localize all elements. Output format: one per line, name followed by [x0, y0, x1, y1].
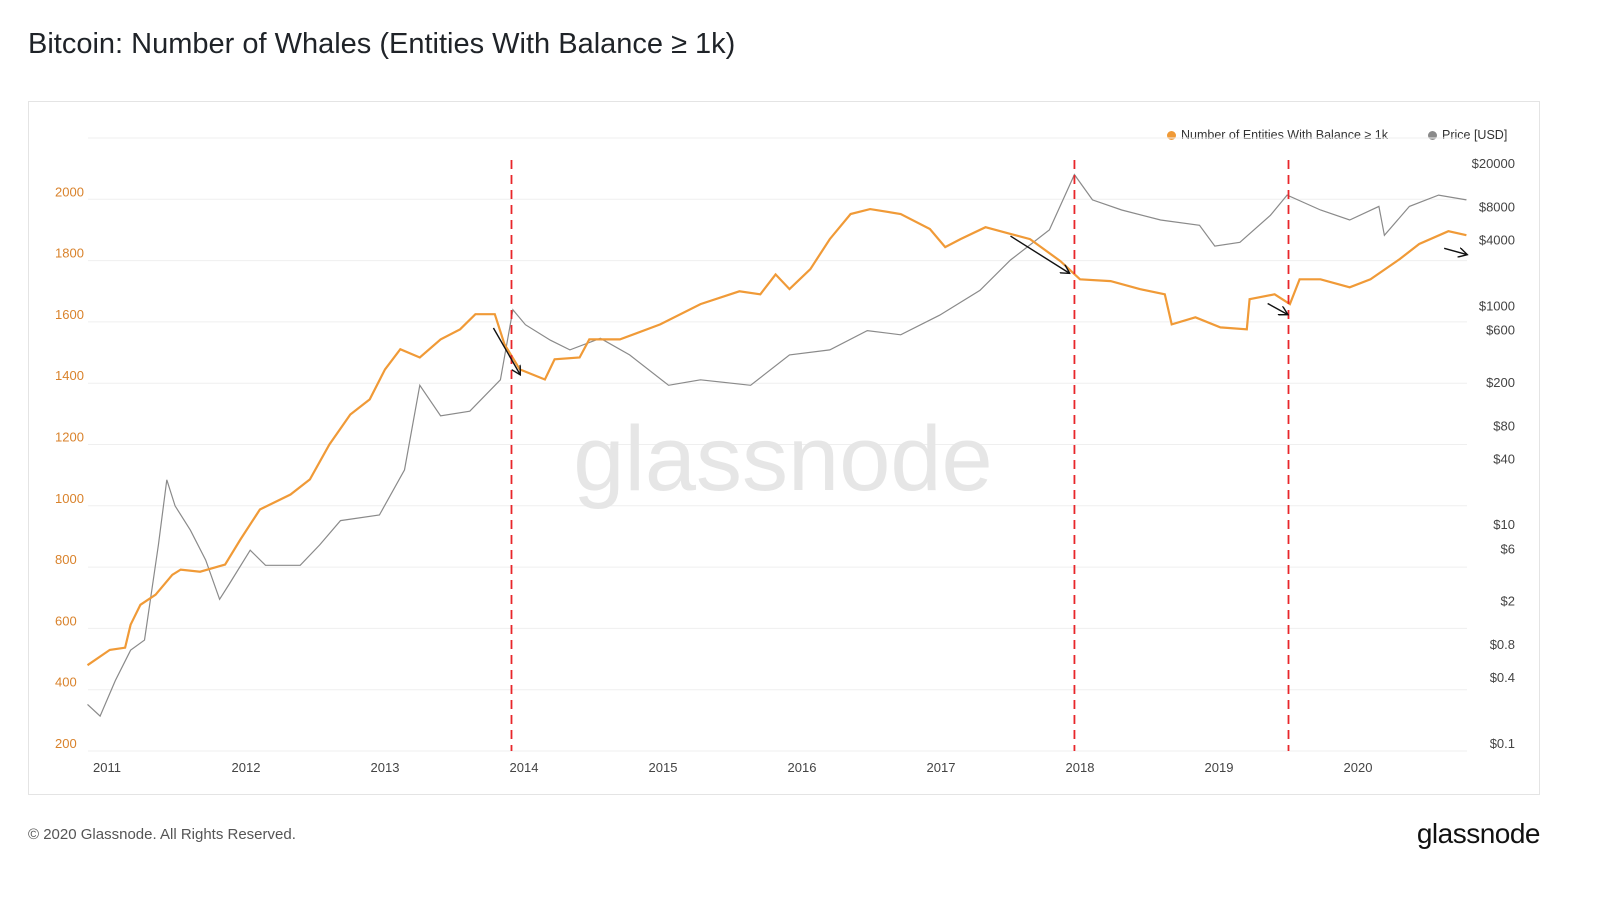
left-axis-tick-label: 1600 — [55, 307, 84, 322]
right-axis-tick-label: $10 — [1493, 517, 1515, 532]
left-axis-tick-label: 800 — [55, 552, 77, 567]
right-axis-tick-label: $2 — [1501, 594, 1515, 609]
annotation-arrow — [1443, 248, 1466, 254]
x-axis-tick-label: 2014 — [510, 760, 539, 775]
x-axis-tick-label: 2019 — [1205, 760, 1234, 775]
left-axis-tick-label: 1200 — [55, 430, 84, 445]
footer-logo: glassnode — [1416, 818, 1541, 849]
left-axis-tick-label: 1000 — [55, 491, 84, 506]
annotation-arrow — [1010, 235, 1069, 273]
right-axis-tick-label: $200 — [1486, 375, 1515, 390]
right-axis-tick-label: $6 — [1501, 541, 1515, 556]
legend-price-dot-icon — [1428, 130, 1437, 140]
x-axis-tick-label: 2012 — [232, 760, 261, 775]
left-axis-tick-label: 200 — [55, 736, 77, 751]
left-axis-tick-label: 1400 — [55, 368, 84, 383]
right-axis-tick-label: $4000 — [1479, 232, 1515, 247]
x-axis-tick-label: 2015 — [649, 760, 678, 775]
left-axis-tick-label: 600 — [55, 613, 77, 628]
x-axis-tick-label: 2011 — [93, 760, 121, 775]
footer-copyright: © 2020 Glassnode. All Rights Reserved. — [28, 826, 296, 843]
right-axis-tick-label: $8000 — [1479, 200, 1515, 215]
x-axis-tick-label: 2020 — [1344, 760, 1373, 775]
right-axis-tick-label: $0.8 — [1490, 637, 1515, 652]
chart-frame — [28, 101, 1540, 795]
left-axis-tick-label: 1800 — [55, 246, 84, 261]
right-axis-tick-label: $0.1 — [1490, 736, 1515, 751]
series-line-price — [87, 173, 1467, 718]
right-axis-tick-label: $40 — [1493, 451, 1515, 466]
x-axis-tick-label: 2017 — [927, 760, 956, 775]
left-axis-tick-label: 400 — [55, 675, 77, 690]
annotation-arrow — [492, 327, 519, 374]
watermark-logo: glassnode — [573, 408, 992, 510]
x-axis-tick-label: 2013 — [371, 760, 400, 775]
x-axis-tick-label: 2016 — [788, 760, 817, 775]
right-axis-tick-label: $600 — [1486, 323, 1515, 338]
right-axis-tick-label: $1000 — [1479, 298, 1515, 313]
right-axis-tick-label: $20000 — [1472, 156, 1515, 171]
right-axis-tick-label: $0.4 — [1490, 670, 1515, 685]
left-axis-tick-label: 2000 — [55, 184, 84, 199]
legend-whales-dot-icon — [1167, 130, 1176, 140]
series-line-whales — [86, 207, 1467, 667]
annotation-arrow — [1267, 302, 1287, 315]
chart-title: Bitcoin: Number of Whales (Entities With… — [28, 28, 736, 60]
right-axis-tick-label: $80 — [1493, 418, 1515, 433]
x-axis-tick-label: 2018 — [1066, 760, 1095, 775]
